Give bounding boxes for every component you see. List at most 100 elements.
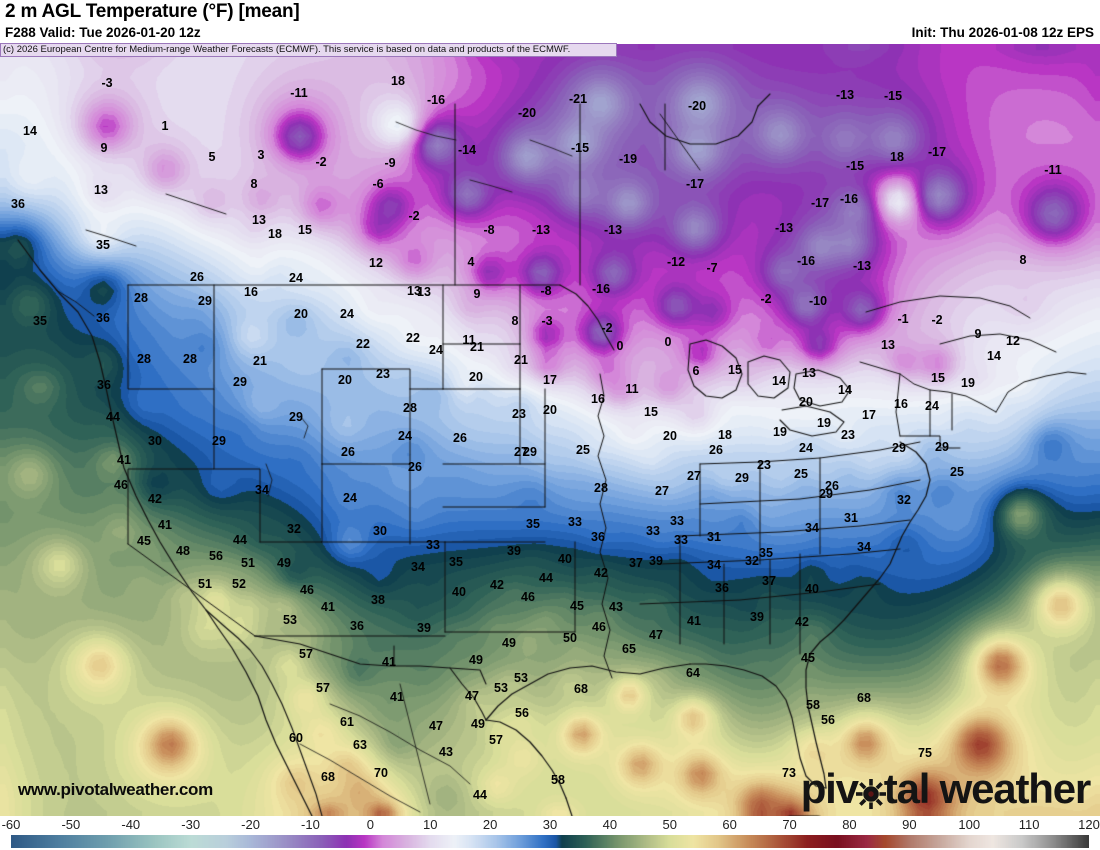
temperature-value-label: 8 [1019,252,1027,267]
temperature-value-label: 29 [819,486,833,501]
temperature-value-label: 37 [629,555,643,570]
temperature-value-label: 46 [114,477,128,492]
temperature-value-label: 44 [106,409,120,424]
temperature-value-label: 19 [817,415,831,430]
temperature-labels-overlay: 14 9 13 36 35 35 36 36 44 41 46 42 45 41 48 30 29 28 28 28 2… [0,44,1100,816]
temperature-value-label: 32 [287,521,301,536]
temperature-value-label: 27 [514,444,528,459]
temperature-value-label: 52 [232,576,246,591]
temperature-value-label: 21 [253,353,267,368]
temperature-value-label: -10 [808,293,828,308]
temperature-value-label: 22 [406,330,420,345]
temperature-value-label: 34 [255,482,269,497]
temperature-value-label: 68 [574,681,588,696]
temperature-value-label: 26 [709,442,723,457]
temperature-value-label: 50 [563,630,577,645]
temperature-value-label: 14 [838,382,852,397]
temperature-value-label: 36 [11,196,25,211]
temperature-value-label: 20 [469,369,483,384]
temperature-value-label: 24 [289,270,303,285]
temperature-value-label: 48 [176,543,190,558]
temperature-value-label: 53 [514,670,528,685]
temperature-value-label: 13 [407,283,421,298]
temperature-value-label: 29 [198,293,212,308]
page-title: 2 m AGL Temperature (°F) [mean] [5,1,300,23]
temperature-value-label: 0 [664,334,672,349]
temperature-value-label: 49 [277,555,291,570]
temperature-value-label: -19 [618,151,638,166]
temperature-value-label: 43 [439,744,453,759]
temperature-value-label: 15 [298,222,312,237]
colorbar-gradient [11,835,1089,848]
temperature-value-label: 29 [212,433,226,448]
temperature-value-label: 13 [94,182,108,197]
temperature-value-label: 35 [96,237,110,252]
temperature-value-label: 27 [655,483,669,498]
site-url-watermark: www.pivotalweather.com [18,780,213,799]
temperature-value-label: 16 [591,391,605,406]
temperature-value-label: 33 [568,514,582,529]
temperature-value-label: 5 [208,149,216,164]
temperature-value-label: 6 [692,363,700,378]
temperature-value-label: -3 [101,75,113,90]
temperature-value-label: 4 [467,254,475,269]
temperature-value-label: -21 [568,91,588,106]
temperature-value-label: 53 [283,612,297,627]
temperature-value-label: 15 [644,404,658,419]
colorbar-tick-100: 100 [958,817,981,832]
temperature-value-label: 26 [453,430,467,445]
temperature-value-label: 35 [449,554,463,569]
temperature-value-label: 36 [97,377,111,392]
temperature-value-label: 21 [470,339,484,354]
temperature-value-label: 23 [757,457,771,472]
temperature-value-label: 27 [687,468,701,483]
temperature-value-label: 16 [894,396,908,411]
gear-sun-icon [855,774,886,809]
temperature-value-label: 34 [411,559,425,574]
brand-suffix: tal weather [883,765,1091,812]
temperature-value-label: 18 [391,73,405,88]
temperature-value-label: 33 [670,513,684,528]
temperature-value-label: 41 [687,613,701,628]
temperature-value-label: 49 [502,635,516,650]
colorbar-tick-90: 90 [902,817,917,832]
temperature-value-label: 20 [799,394,813,409]
temperature-value-label: -2 [931,312,943,327]
temperature-value-label: 11 [625,381,639,396]
temperature-value-label: 56 [821,712,835,727]
temperature-value-label: 36 [715,580,729,595]
temperature-value-label: 31 [844,510,858,525]
temperature-value-label: 42 [490,577,504,592]
temperature-value-label: 45 [801,650,815,665]
temperature-value-label: -16 [426,92,446,107]
temperature-value-label: -13 [852,258,872,273]
temperature-value-label: 16 [244,284,258,299]
geographic-borders-canvas [0,44,1100,816]
temperature-value-label: 41 [321,599,335,614]
temperature-value-label: 33 [674,532,688,547]
temperature-value-label: 35 [33,313,47,328]
colorbar-tick-labels: -60 -50 -40 -30 -20 -10 0 10 20 30 40 50 60 70 80 90 100… [0,816,1100,833]
temperature-value-label: 63 [353,737,367,752]
temperature-value-label: -15 [883,88,903,103]
temperature-map[interactable]: 14 9 13 36 35 35 36 36 44 41 46 42 45 41 48 30 29 28 28 28 2… [0,44,1100,816]
temperature-value-label: 46 [521,589,535,604]
temperature-value-label: 51 [241,555,255,570]
temperature-value-label: 9 [473,286,481,301]
temperature-value-label: 0 [616,338,624,353]
temperature-value-label: -20 [517,105,537,120]
temperature-value-label: 49 [471,716,485,731]
temperature-value-label: -12 [666,254,686,269]
temperature-value-label: 13 [417,284,431,299]
temperature-value-label: 25 [950,464,964,479]
temperature-value-label: 19 [961,375,975,390]
temperature-value-label: 11 [462,332,476,347]
map-header: 2 m AGL Temperature (°F) [mean] F288 Val… [0,0,1100,44]
temperature-value-label: 42 [594,565,608,580]
temperature-value-label: 33 [646,523,660,538]
temperature-value-label: 25 [576,442,590,457]
temperature-value-label: 56 [209,548,223,563]
temperature-value-label: -17 [927,144,947,159]
temperature-value-label: 42 [795,614,809,629]
temperature-value-label: 39 [649,553,663,568]
